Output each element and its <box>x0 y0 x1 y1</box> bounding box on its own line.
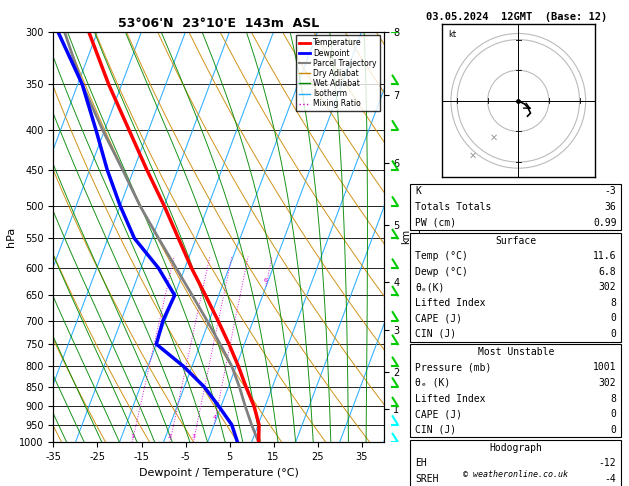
Text: 0: 0 <box>611 329 616 339</box>
Text: θₑ (K): θₑ (K) <box>415 378 450 388</box>
Text: 8: 8 <box>611 394 616 403</box>
Text: CAPE (J): CAPE (J) <box>415 409 462 419</box>
Text: ✕: ✕ <box>490 133 498 142</box>
Text: θₑ(K): θₑ(K) <box>415 282 445 292</box>
Text: CIN (J): CIN (J) <box>415 329 456 339</box>
Text: © weatheronline.co.uk: © weatheronline.co.uk <box>464 469 568 479</box>
Text: 36: 36 <box>604 202 616 212</box>
Text: 0: 0 <box>611 313 616 323</box>
Text: 6.8: 6.8 <box>599 267 616 277</box>
Text: 0: 0 <box>611 425 616 434</box>
Text: Hodograph: Hodograph <box>489 443 542 452</box>
Text: Dewp (°C): Dewp (°C) <box>415 267 468 277</box>
Text: 3: 3 <box>191 434 196 439</box>
Text: 0.99: 0.99 <box>593 218 616 227</box>
X-axis label: Dewpoint / Temperature (°C): Dewpoint / Temperature (°C) <box>138 468 299 478</box>
Text: 302: 302 <box>599 378 616 388</box>
Text: -4: -4 <box>604 474 616 484</box>
Text: CAPE (J): CAPE (J) <box>415 313 462 323</box>
Text: 03.05.2024  12GMT  (Base: 12): 03.05.2024 12GMT (Base: 12) <box>426 12 608 22</box>
Text: 11.6: 11.6 <box>593 251 616 261</box>
Text: SREH: SREH <box>415 474 438 484</box>
Text: 1: 1 <box>130 434 134 439</box>
Text: 0: 0 <box>611 409 616 419</box>
Text: Pressure (mb): Pressure (mb) <box>415 363 491 372</box>
Text: LCL: LCL <box>423 425 438 434</box>
Text: 1001: 1001 <box>593 363 616 372</box>
Text: 8: 8 <box>611 298 616 308</box>
Text: EH: EH <box>415 458 427 468</box>
Text: 4: 4 <box>213 415 216 420</box>
Text: 2: 2 <box>168 434 172 439</box>
Text: ✕: ✕ <box>469 151 476 161</box>
Text: 6: 6 <box>264 278 268 283</box>
Text: K: K <box>415 187 421 196</box>
Text: -12: -12 <box>599 458 616 468</box>
Text: Lifted Index: Lifted Index <box>415 394 486 403</box>
Y-axis label: km
ASL: km ASL <box>401 228 423 246</box>
Text: CIN (J): CIN (J) <box>415 425 456 434</box>
Y-axis label: hPa: hPa <box>6 227 16 247</box>
Text: Lifted Index: Lifted Index <box>415 298 486 308</box>
Text: kt: kt <box>448 30 456 38</box>
Text: -3: -3 <box>604 187 616 196</box>
Text: PW (cm): PW (cm) <box>415 218 456 227</box>
Text: 302: 302 <box>599 282 616 292</box>
Text: Surface: Surface <box>495 236 537 245</box>
Text: Temp (°C): Temp (°C) <box>415 251 468 261</box>
Text: Totals Totals: Totals Totals <box>415 202 491 212</box>
Text: Most Unstable: Most Unstable <box>477 347 554 357</box>
Legend: Temperature, Dewpoint, Parcel Trajectory, Dry Adiabat, Wet Adiabat, Isotherm, Mi: Temperature, Dewpoint, Parcel Trajectory… <box>296 35 380 111</box>
Title: 53°06'N  23°10'E  143m  ASL: 53°06'N 23°10'E 143m ASL <box>118 17 319 31</box>
